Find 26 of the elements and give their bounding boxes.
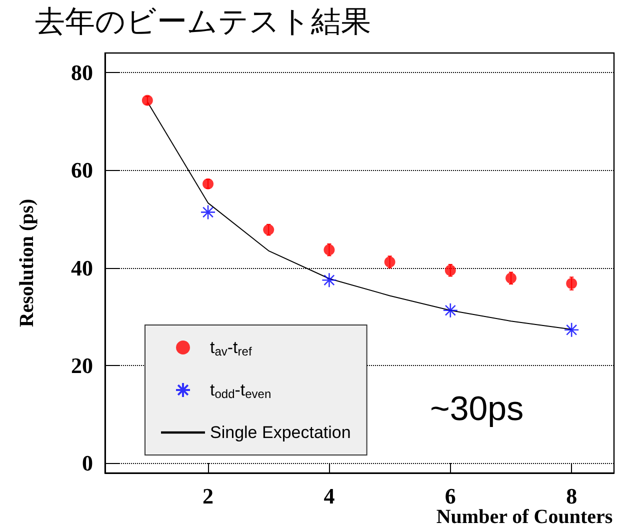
x-tick-label: 2 — [202, 484, 214, 508]
point — [322, 272, 337, 288]
y-tick-label: 80 — [71, 60, 93, 86]
x-tick-label: 6 — [444, 484, 456, 508]
y-tick-label: 40 — [71, 255, 93, 280]
point — [506, 272, 516, 284]
y-tick-label: 20 — [71, 353, 93, 378]
y-axis-title: Resolution (ps) — [16, 198, 38, 328]
point — [444, 264, 456, 276]
chart-title: 去年のビームテスト結果 — [35, 6, 371, 38]
x-axis-title: Number of Counters — [436, 506, 613, 527]
point — [566, 278, 578, 290]
annotation: ~30ps — [430, 390, 524, 428]
point — [564, 322, 580, 338]
point — [263, 224, 274, 236]
point — [324, 244, 335, 256]
x-tick-label: 4 — [324, 484, 335, 508]
y-tick-label: 60 — [71, 158, 93, 183]
point — [142, 94, 153, 106]
legend-label: Single Expectation — [210, 423, 351, 442]
point — [384, 256, 396, 268]
point — [200, 204, 216, 220]
x-tick-label: 8 — [566, 484, 578, 508]
point — [202, 178, 214, 190]
y-tick-label: 0 — [82, 450, 93, 476]
point — [442, 302, 458, 318]
